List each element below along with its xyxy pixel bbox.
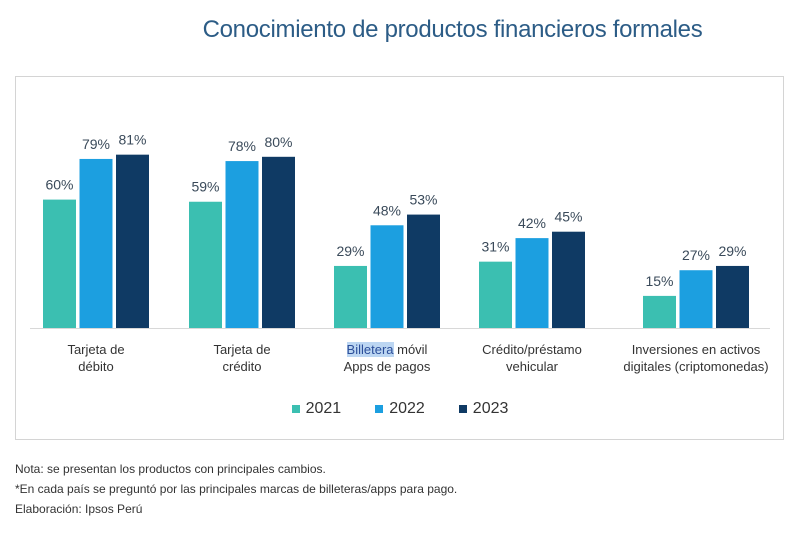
legend-item-2022: 2022 [375, 400, 425, 418]
category-label-line: digitales (criptomonedas) [623, 359, 769, 374]
bar-2023 [407, 214, 440, 328]
bar-2022 [515, 238, 549, 328]
legend: 2021 2022 2023 [0, 400, 800, 418]
bar-2021 [479, 261, 512, 328]
bar-2022 [370, 225, 404, 328]
data-label: 29% [336, 243, 364, 259]
legend-label: 2022 [389, 400, 425, 417]
category-label: Billetera móvil Apps de pagos [297, 341, 477, 375]
note-line: Nota: se presentan los productos con pri… [15, 462, 326, 476]
category-label-line: Apps de pagos [343, 359, 431, 374]
category-label: Crédito/préstamo vehicular [442, 341, 622, 375]
data-label: 81% [118, 132, 146, 148]
category-label-line: Tarjeta de [213, 342, 271, 357]
data-label: 45% [554, 209, 582, 225]
category-label-line: Inversiones en activos [631, 342, 761, 357]
bar-2021 [334, 265, 367, 328]
legend-swatch [375, 405, 384, 413]
bar-2023 [116, 154, 149, 328]
bar-2022 [679, 270, 713, 328]
notes: Nota: se presentan los productos con pri… [15, 459, 457, 519]
legend-item-2021: 2021 [291, 400, 342, 418]
data-label: 31% [481, 239, 509, 255]
bar-2021 [643, 295, 676, 328]
legend-label: 2021 [305, 400, 342, 417]
data-label: 59% [191, 179, 219, 195]
bar-2021 [189, 201, 222, 328]
category-label-line: Tarjeta de [67, 342, 125, 357]
data-label: 78% [228, 138, 256, 154]
data-label: 29% [718, 243, 746, 259]
bar-2022 [225, 161, 259, 328]
bar-2022 [79, 158, 113, 328]
bar-2023 [552, 231, 585, 328]
data-label: 53% [409, 192, 437, 208]
data-label: 80% [264, 134, 292, 150]
category-label: Tarjeta de crédito [152, 341, 332, 375]
chart-title: Conocimiento de productos financieros fo… [202, 16, 703, 43]
note-line: *En cada país se preguntó por las princi… [15, 482, 458, 496]
category-label: Tarjeta de débito [6, 341, 186, 375]
data-label: 27% [682, 247, 710, 263]
note-line: Elaboración: Ipsos Perú [15, 502, 143, 516]
legend-label: 2023 [472, 400, 509, 417]
legend-swatch [458, 405, 467, 413]
data-label: 60% [45, 177, 73, 193]
category-label-line: débito [78, 359, 114, 374]
data-label: 15% [645, 273, 673, 289]
bar-2023 [262, 156, 295, 328]
category-label-line: Billetera móvil [346, 342, 428, 357]
category-label-line: crédito [222, 359, 262, 374]
legend-item-2023: 2023 [458, 400, 509, 418]
category-label-line: Crédito/préstamo [482, 342, 582, 357]
data-label: 48% [373, 202, 401, 218]
data-label: 79% [82, 136, 110, 152]
bar-2023 [716, 265, 749, 328]
bar-2021 [43, 199, 76, 328]
legend-swatch [291, 405, 300, 413]
category-label-line: vehicular [505, 359, 559, 374]
data-label: 42% [518, 215, 546, 231]
chart-frame [15, 76, 784, 440]
selected-text: Billetera [346, 342, 394, 357]
category-label: Inversiones en activos digitales (criptom… [606, 341, 786, 375]
